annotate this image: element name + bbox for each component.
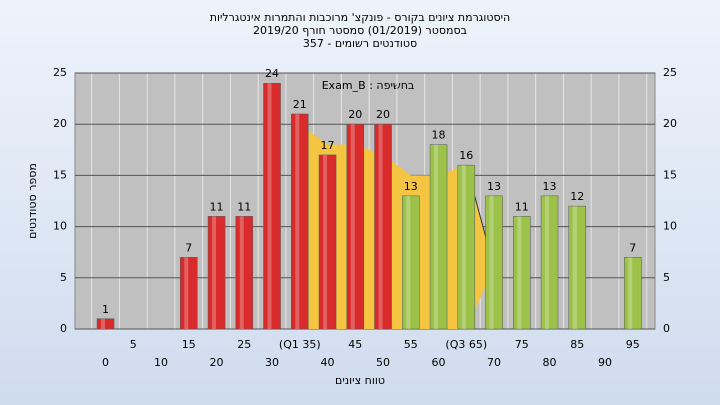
- x-tick-label: 45: [348, 338, 362, 351]
- x-tick-label: 90: [598, 356, 612, 369]
- bar-highlight: [489, 195, 494, 329]
- x-tick-label: 60: [432, 356, 446, 369]
- bar-highlight: [434, 144, 439, 329]
- x-tick-label: 30: [265, 356, 279, 369]
- value-label: 11: [210, 200, 224, 213]
- x-tick-label: 85: [570, 338, 584, 351]
- x-tick-label: 55: [404, 338, 418, 351]
- bar: [318, 154, 337, 330]
- y-tick-label: 10: [53, 220, 67, 233]
- annotation: בחשיפה : Exam_B: [322, 79, 415, 92]
- bar: [568, 205, 587, 330]
- x-tick-label: 75: [515, 338, 529, 351]
- value-label: 13: [487, 180, 501, 193]
- bar: [291, 113, 309, 330]
- value-label: 11: [237, 200, 251, 213]
- value-label: 20: [376, 108, 390, 121]
- bar: [485, 195, 503, 330]
- y2-tick-label: 20: [663, 117, 677, 130]
- bar-highlight: [267, 83, 272, 330]
- bar-highlight: [295, 113, 300, 330]
- x-tick-label: 50: [376, 356, 390, 369]
- y2-tick-label: 10: [663, 220, 677, 233]
- value-label: 7: [185, 241, 192, 254]
- value-label: 13: [404, 180, 418, 193]
- bar: [513, 216, 531, 330]
- bar: [540, 195, 559, 330]
- bar-highlight: [517, 216, 522, 329]
- bar: [96, 318, 115, 330]
- y-tick-label: 25: [53, 66, 67, 79]
- bar: [180, 257, 198, 330]
- y-tick-label: 0: [60, 322, 67, 335]
- x-tick-label: 40: [321, 356, 335, 369]
- value-label: 16: [459, 149, 473, 162]
- x-tick-label: 25: [237, 338, 251, 351]
- y2-tick-label: 25: [663, 66, 677, 79]
- x-tick-label: 15: [182, 338, 196, 351]
- bar-highlight: [323, 154, 328, 329]
- bar: [624, 257, 642, 330]
- bar-highlight: [461, 165, 466, 329]
- chart-subtitle: סטודנטים רשומים - 357: [303, 37, 417, 50]
- chart-subtitle: בסמסטר (01/2019) סמסטר חורף 2019/20: [253, 24, 467, 37]
- bar-highlight: [101, 318, 106, 329]
- x-tick-label: (Q3 65): [445, 338, 487, 351]
- x-tick-label: 10: [154, 356, 168, 369]
- value-label: 13: [543, 180, 557, 193]
- bar-highlight: [350, 124, 355, 329]
- x-tick-label: (Q1 35): [279, 338, 321, 351]
- y-tick-label: 20: [53, 117, 67, 130]
- bar: [429, 144, 448, 330]
- bar: [346, 123, 365, 330]
- value-label: 18: [432, 129, 446, 142]
- y-axis-label: מספר סטודנטים: [26, 163, 39, 239]
- value-label: 20: [348, 108, 362, 121]
- y-tick-label: 15: [53, 168, 67, 181]
- value-label: 1: [102, 303, 109, 316]
- bar-highlight: [239, 216, 244, 329]
- x-axis-label: טווח ציונים: [335, 374, 385, 387]
- chart-title: היסטוגרמת ציונים בקורס - פונקצ' מרוכבות …: [210, 11, 511, 24]
- bar-highlight: [184, 257, 189, 329]
- bar: [457, 164, 476, 330]
- value-label: 21: [293, 98, 307, 111]
- bar-highlight: [378, 124, 383, 329]
- x-tick-label: 0: [102, 356, 109, 369]
- bar: [263, 82, 281, 330]
- x-tick-label: 80: [543, 356, 557, 369]
- value-label: 12: [570, 190, 584, 203]
- bar-highlight: [545, 195, 550, 329]
- bar-highlight: [572, 206, 577, 329]
- x-tick-label: 20: [210, 356, 224, 369]
- value-label: 7: [629, 241, 636, 254]
- bar-highlight: [212, 216, 217, 329]
- y-tick-label: 5: [60, 271, 67, 284]
- bar: [207, 216, 226, 330]
- value-label: 17: [321, 139, 335, 152]
- value-label: 11: [515, 200, 529, 213]
- bar: [374, 123, 392, 330]
- x-tick-label: 5: [130, 338, 137, 351]
- y2-tick-label: 0: [663, 322, 670, 335]
- x-tick-label: 95: [626, 338, 640, 351]
- x-tick-label: 70: [487, 356, 501, 369]
- bar: [235, 216, 254, 330]
- bar-highlight: [406, 195, 411, 329]
- bar-highlight: [628, 257, 633, 329]
- bar: [402, 195, 420, 330]
- value-label: 24: [265, 67, 279, 80]
- y2-tick-label: 5: [663, 271, 670, 284]
- y2-tick-label: 15: [663, 168, 677, 181]
